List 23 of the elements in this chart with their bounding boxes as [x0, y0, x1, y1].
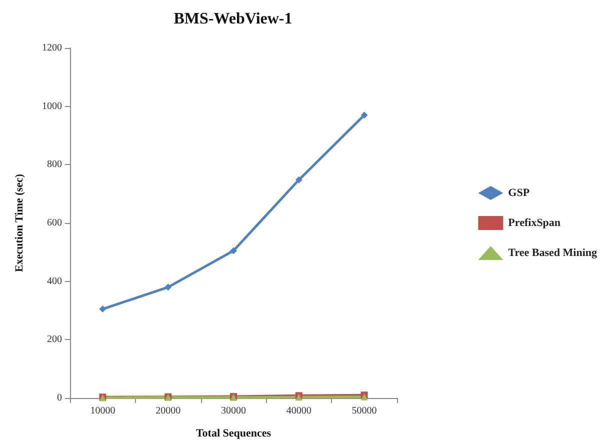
x-axis-title: Total Sequences [196, 428, 272, 440]
chart-title: BMS-WebView-1 [174, 10, 292, 28]
x-tick-label: 20000 [156, 406, 181, 416]
y-tick-label: 1200 [42, 42, 62, 54]
point [230, 247, 237, 254]
y-tick-label: 200 [47, 334, 62, 346]
y-tick-label: 600 [47, 218, 62, 228]
y-tick-label: 0 [57, 392, 62, 404]
y-axis-title: Execution Time (sec) [14, 174, 26, 272]
x-tick-label: 50000 [352, 406, 377, 416]
x-tick-label: 40000 [286, 406, 312, 416]
y-tick-label: 1000 [42, 100, 62, 112]
x-tick-label: 10000 [90, 406, 116, 416]
legend-label: PrefixSpan [508, 217, 561, 229]
point [99, 306, 106, 313]
point [164, 284, 172, 291]
legend-label: Tree Based Mining [508, 247, 598, 259]
x-tick-label: 30000 [221, 406, 246, 416]
legend-label: GSP [508, 187, 530, 199]
y-tick-label: 400 [47, 276, 62, 287]
point [360, 112, 368, 119]
y-tick-label: 800 [47, 159, 62, 170]
point [295, 176, 302, 184]
